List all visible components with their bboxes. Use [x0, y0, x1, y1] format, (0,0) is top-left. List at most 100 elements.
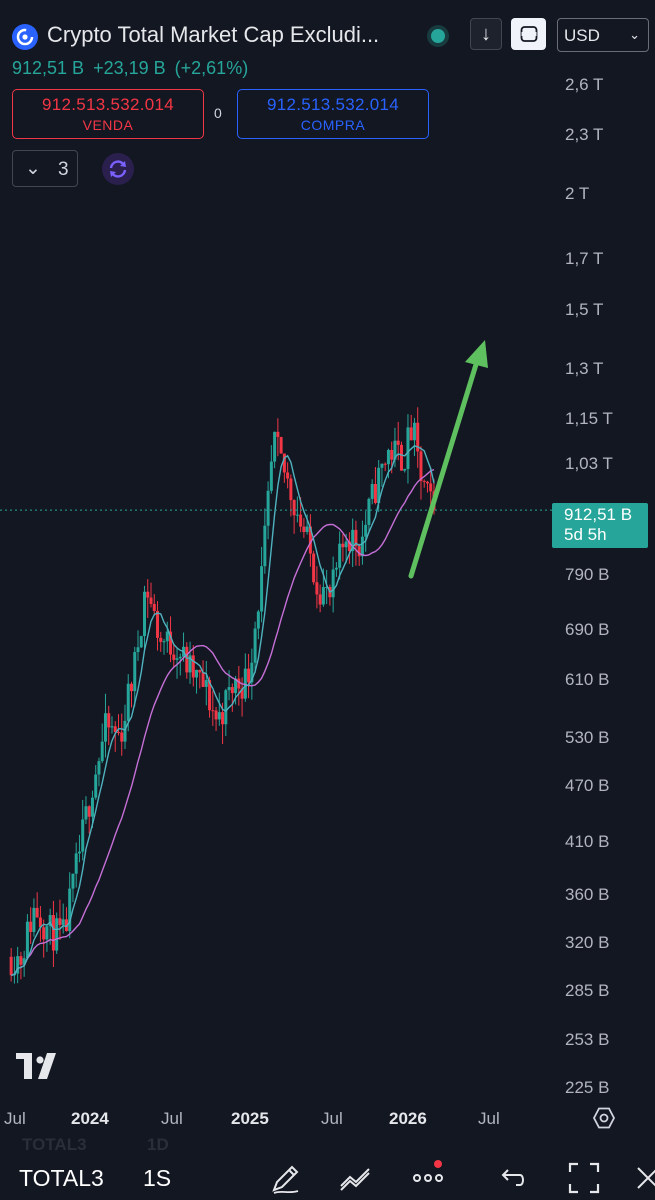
candle-up — [195, 669, 199, 678]
candle-up — [126, 683, 130, 721]
price-tick: 360 B — [565, 885, 610, 904]
candle-up — [234, 678, 238, 694]
candle-up — [263, 525, 267, 567]
candle-down — [315, 582, 319, 595]
candle-down — [429, 483, 433, 492]
time-tick: Jul — [321, 1109, 343, 1128]
candle-up — [32, 907, 36, 932]
more-button[interactable] — [410, 1160, 446, 1196]
candle-down — [247, 668, 251, 683]
axis-settings-icon[interactable] — [592, 1106, 616, 1130]
candle-down — [9, 956, 13, 976]
price-tick: 1,7 T — [565, 249, 604, 268]
bar-countdown: 5d 5h — [564, 525, 607, 544]
candle-up — [295, 514, 299, 516]
symbol-title[interactable]: Crypto Total Market Cap Excludi... — [47, 22, 380, 47]
moving-average-fast-line — [11, 445, 435, 976]
price-tick: 1,03 T — [565, 454, 613, 473]
candle-up — [84, 806, 88, 820]
candle-up — [143, 591, 147, 637]
candle-up — [253, 628, 257, 663]
candle-up — [305, 526, 309, 533]
price-tick: 285 B — [565, 981, 610, 1000]
candle-up — [406, 427, 410, 469]
candle-down — [399, 444, 403, 471]
candle-down — [201, 672, 205, 687]
candle-up — [360, 536, 364, 557]
price-tick: 1,3 T — [565, 359, 604, 378]
candle-up — [331, 569, 335, 598]
trend-tools-button[interactable] — [338, 1160, 374, 1196]
candle-down — [156, 610, 160, 638]
candle-down — [169, 631, 173, 655]
time-tick: Jul — [161, 1109, 183, 1128]
candle-down — [146, 591, 150, 598]
candle-up — [338, 543, 342, 568]
undo-icon — [501, 1169, 524, 1186]
candle-up — [273, 431, 277, 462]
candle-down — [198, 669, 202, 673]
close-icon[interactable] — [630, 1160, 655, 1196]
chevron-down-icon: ⌄ — [25, 158, 41, 179]
candle-down — [172, 654, 176, 660]
price-tick: 530 B — [565, 728, 610, 747]
compare-icon — [520, 26, 537, 42]
candle-up — [71, 873, 75, 889]
candle-up — [188, 655, 192, 673]
trend-arrow-drawing — [408, 340, 488, 579]
ghost-symbol: TOTAL3 — [22, 1135, 87, 1154]
sync-icon[interactable] — [102, 153, 134, 185]
candle-down — [318, 594, 322, 605]
sell-button[interactable]: 912.513.532.014 VENDA — [12, 89, 204, 139]
price-tick: 1,5 T — [565, 300, 604, 319]
tradingview-logo-icon — [16, 1053, 56, 1079]
currency-select[interactable]: USD ⌄ — [557, 18, 649, 52]
candle-up — [103, 713, 107, 742]
symbol-button[interactable]: TOTAL3 — [19, 1165, 104, 1191]
candle-down — [373, 483, 377, 503]
undo-button[interactable] — [494, 1160, 530, 1196]
price-tick: 2,6 T — [565, 75, 604, 94]
compare-button[interactable] — [511, 18, 546, 50]
drawing-tool-button[interactable] — [268, 1160, 304, 1196]
price-tick: 225 B — [565, 1078, 610, 1097]
download-button[interactable]: ↓ — [470, 18, 502, 50]
candle-down — [354, 529, 358, 547]
candle-down — [240, 688, 244, 699]
candle-down — [286, 472, 290, 479]
candle-up — [321, 587, 325, 605]
price-chart[interactable] — [0, 0, 655, 1145]
spread-value: 0 — [214, 105, 222, 121]
candle-up — [377, 467, 381, 503]
candle-down — [308, 526, 312, 554]
candle-up — [393, 440, 397, 460]
current-price-label: 912,51 B 5d 5h — [552, 503, 648, 548]
candle-down — [230, 687, 234, 694]
indicators-toggle-button[interactable]: ⌄ 3 — [12, 150, 78, 187]
buy-button[interactable]: 912.513.532.014 COMPRA — [237, 89, 429, 139]
candle-up — [55, 918, 59, 951]
status-dot-icon[interactable] — [422, 22, 454, 50]
pen-icon — [272, 1165, 299, 1194]
candle-down — [422, 480, 426, 482]
candle-down — [116, 732, 120, 734]
interval-button[interactable]: 1S — [143, 1165, 172, 1191]
candle-up — [123, 720, 127, 742]
fullscreen-button[interactable] — [566, 1160, 602, 1196]
candle-up — [22, 958, 26, 965]
price-change: +23,19 B — [93, 58, 166, 78]
candle-up — [227, 687, 231, 691]
trend-line-icon — [340, 1168, 370, 1191]
candle-up — [97, 761, 101, 775]
candle-down — [120, 732, 124, 742]
candle-up — [351, 529, 355, 552]
notification-dot — [434, 1160, 442, 1168]
candle-down — [107, 713, 111, 728]
candle-up — [243, 668, 247, 699]
candle-up — [110, 726, 114, 728]
candle-down — [276, 431, 280, 437]
candle-down — [409, 427, 413, 441]
indicator-count: 3 — [58, 159, 69, 180]
candle-up — [266, 490, 270, 526]
price-tick: 2,3 T — [565, 125, 604, 144]
